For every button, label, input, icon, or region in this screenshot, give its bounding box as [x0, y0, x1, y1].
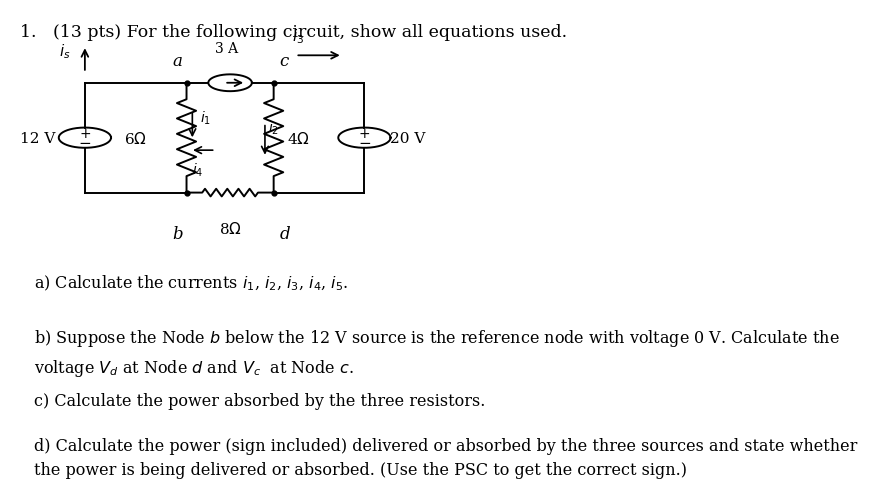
- Text: 20 V: 20 V: [390, 131, 425, 145]
- Text: c: c: [279, 53, 289, 70]
- Text: −: −: [78, 135, 91, 150]
- Text: $i_s$: $i_s$: [59, 42, 70, 61]
- Text: 8$\Omega$: 8$\Omega$: [219, 220, 242, 236]
- Text: 6$\Omega$: 6$\Omega$: [124, 130, 146, 146]
- Text: b: b: [172, 225, 183, 242]
- Text: c) Calculate the power absorbed by the three resistors.: c) Calculate the power absorbed by the t…: [34, 392, 485, 409]
- Text: d: d: [279, 225, 290, 242]
- Text: $i_3$: $i_3$: [292, 28, 304, 46]
- Text: 4$\Omega$: 4$\Omega$: [286, 130, 310, 146]
- Text: b) Suppose the Node $\mathit{b}$ below the 12 V source is the reference node wit: b) Suppose the Node $\mathit{b}$ below t…: [34, 328, 840, 378]
- Text: d) Calculate the power (sign included) delivered or absorbed by the three source: d) Calculate the power (sign included) d…: [34, 437, 857, 478]
- Text: a) Calculate the currents $\mathit{i}_1$, $\mathit{i}_2$, $\mathit{i}_3$, $\math: a) Calculate the currents $\mathit{i}_1$…: [34, 273, 349, 292]
- Text: 12 V: 12 V: [21, 131, 56, 145]
- Text: 1.   (13 pts) For the following circuit, show all equations used.: 1. (13 pts) For the following circuit, s…: [20, 24, 566, 41]
- Text: $i_4$: $i_4$: [192, 161, 203, 178]
- Text: −: −: [358, 135, 371, 150]
- Text: +: +: [79, 127, 91, 141]
- Text: $i_1$: $i_1$: [200, 110, 211, 127]
- Text: $i_2$: $i_2$: [268, 120, 279, 137]
- Text: +: +: [359, 127, 370, 141]
- Text: 3 A: 3 A: [215, 42, 238, 56]
- Text: a: a: [173, 53, 183, 70]
